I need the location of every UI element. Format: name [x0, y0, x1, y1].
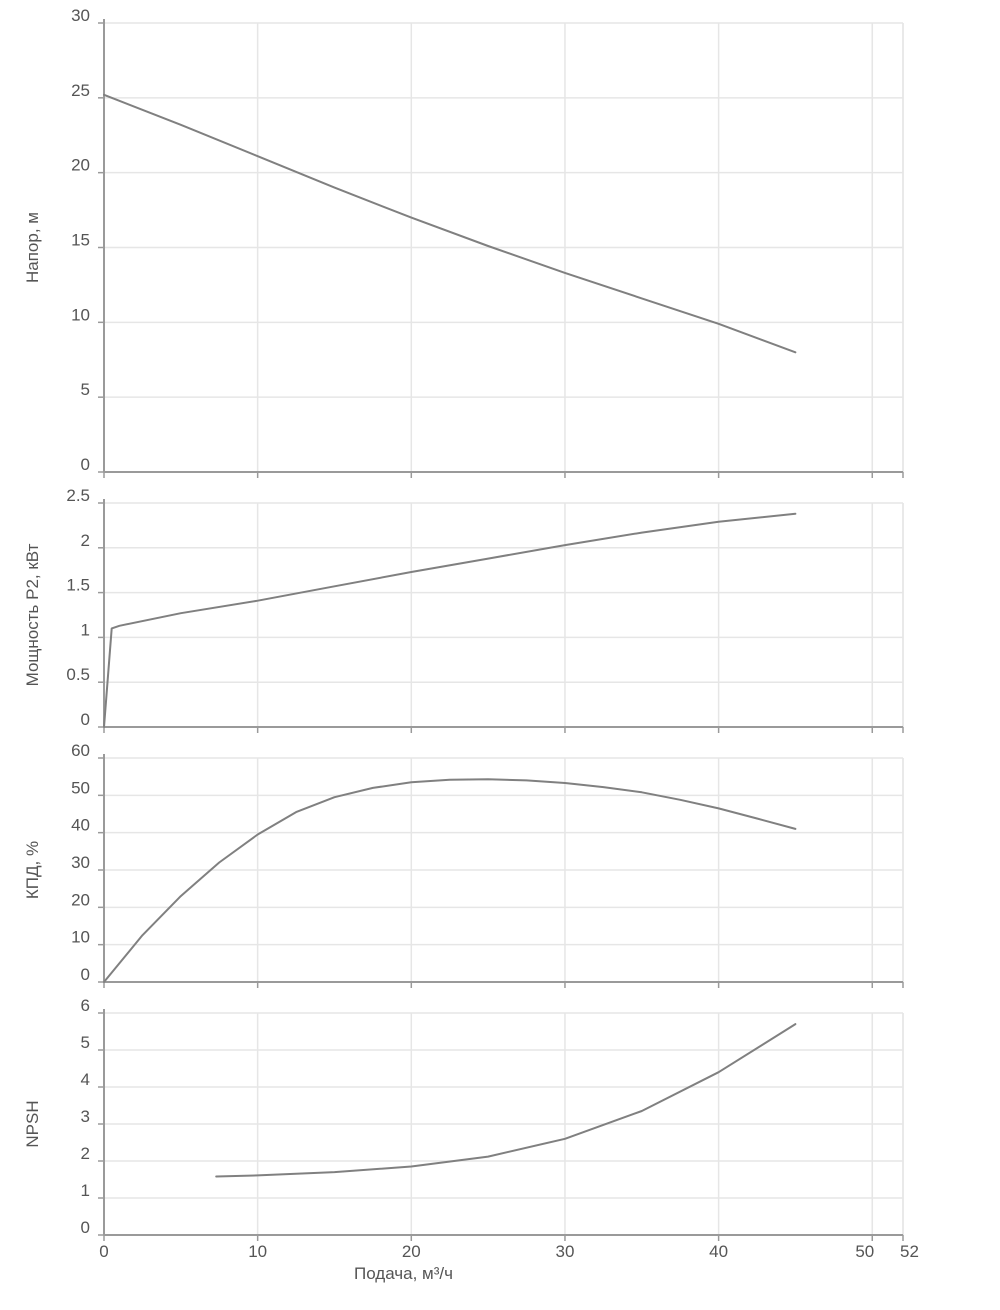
y-tick-label: 5: [81, 380, 90, 399]
y-axis-title: NPSH: [23, 1100, 42, 1147]
x-tick-label: 52: [900, 1242, 919, 1261]
y-axis-title: КПД, %: [23, 841, 42, 899]
y-tick-label: 4: [81, 1070, 90, 1089]
y-tick-label: 1: [81, 620, 90, 639]
y-tick-label: 10: [71, 928, 90, 947]
y-tick-label: 0: [81, 965, 90, 984]
y-tick-label: 0: [81, 455, 90, 474]
x-tick-label: 20: [402, 1242, 421, 1261]
y-tick-label: 30: [71, 853, 90, 872]
y-tick-label: 15: [71, 231, 90, 250]
y-tick-label: 0: [81, 1218, 90, 1237]
y-tick-label: 2: [81, 1144, 90, 1163]
chart-panel-3: 0 10 20 30 40 50 60 КПД, %: [23, 741, 904, 988]
x-tick-label: 0: [99, 1242, 108, 1261]
x-tick-label: 10: [248, 1242, 267, 1261]
chart-panel-4: 0 1 2 3 4 5 6 NPSH: [23, 996, 904, 1241]
y-tick-label: 30: [71, 6, 90, 25]
y-tick-label: 50: [71, 778, 90, 797]
y-tick-label: 0: [81, 710, 90, 729]
y-tick-label: 20: [71, 156, 90, 175]
y-tick-label: 6: [81, 996, 90, 1015]
series-line-2-1: [103, 512, 797, 728]
x-axis-labels: 0 10 20 30 40 50 52 Подача, м³/ч: [99, 1242, 919, 1283]
y-tick-label: 40: [71, 816, 90, 835]
x-tick-label: 40: [709, 1242, 728, 1261]
x-tick-label: 50: [855, 1242, 874, 1261]
y-tick-label: 10: [71, 305, 90, 324]
y-tick-label: 20: [71, 890, 90, 909]
y-tick-label: 1: [81, 1181, 90, 1200]
y-tick-label: 25: [71, 81, 90, 100]
y-axis-title: Напор, м: [23, 212, 42, 283]
series-line-3-1: [103, 778, 797, 983]
series-line-1-1: [103, 93, 797, 354]
y-tick-label: 60: [71, 741, 90, 760]
y-tick-label: 2.5: [66, 486, 90, 505]
x-axis-title: Подача, м³/ч: [354, 1264, 453, 1283]
y-tick-label: 3: [81, 1107, 90, 1126]
y-tick-label: 5: [81, 1033, 90, 1052]
series-line-4-1: [215, 1023, 797, 1178]
chart-panel-1: 0 5 10 15 20 25 30 Напор, м: [23, 6, 904, 478]
y-tick-label: 2: [81, 531, 90, 550]
chart-panel-2: 0 0.5 1 1.5 2 2.5 Мощность P2, кВт: [23, 486, 904, 733]
y-tick-label: 1.5: [66, 576, 90, 595]
y-axis-title: Мощность P2, кВт: [23, 543, 42, 686]
x-tick-label: 30: [556, 1242, 575, 1261]
y-tick-label: 0.5: [66, 665, 90, 684]
